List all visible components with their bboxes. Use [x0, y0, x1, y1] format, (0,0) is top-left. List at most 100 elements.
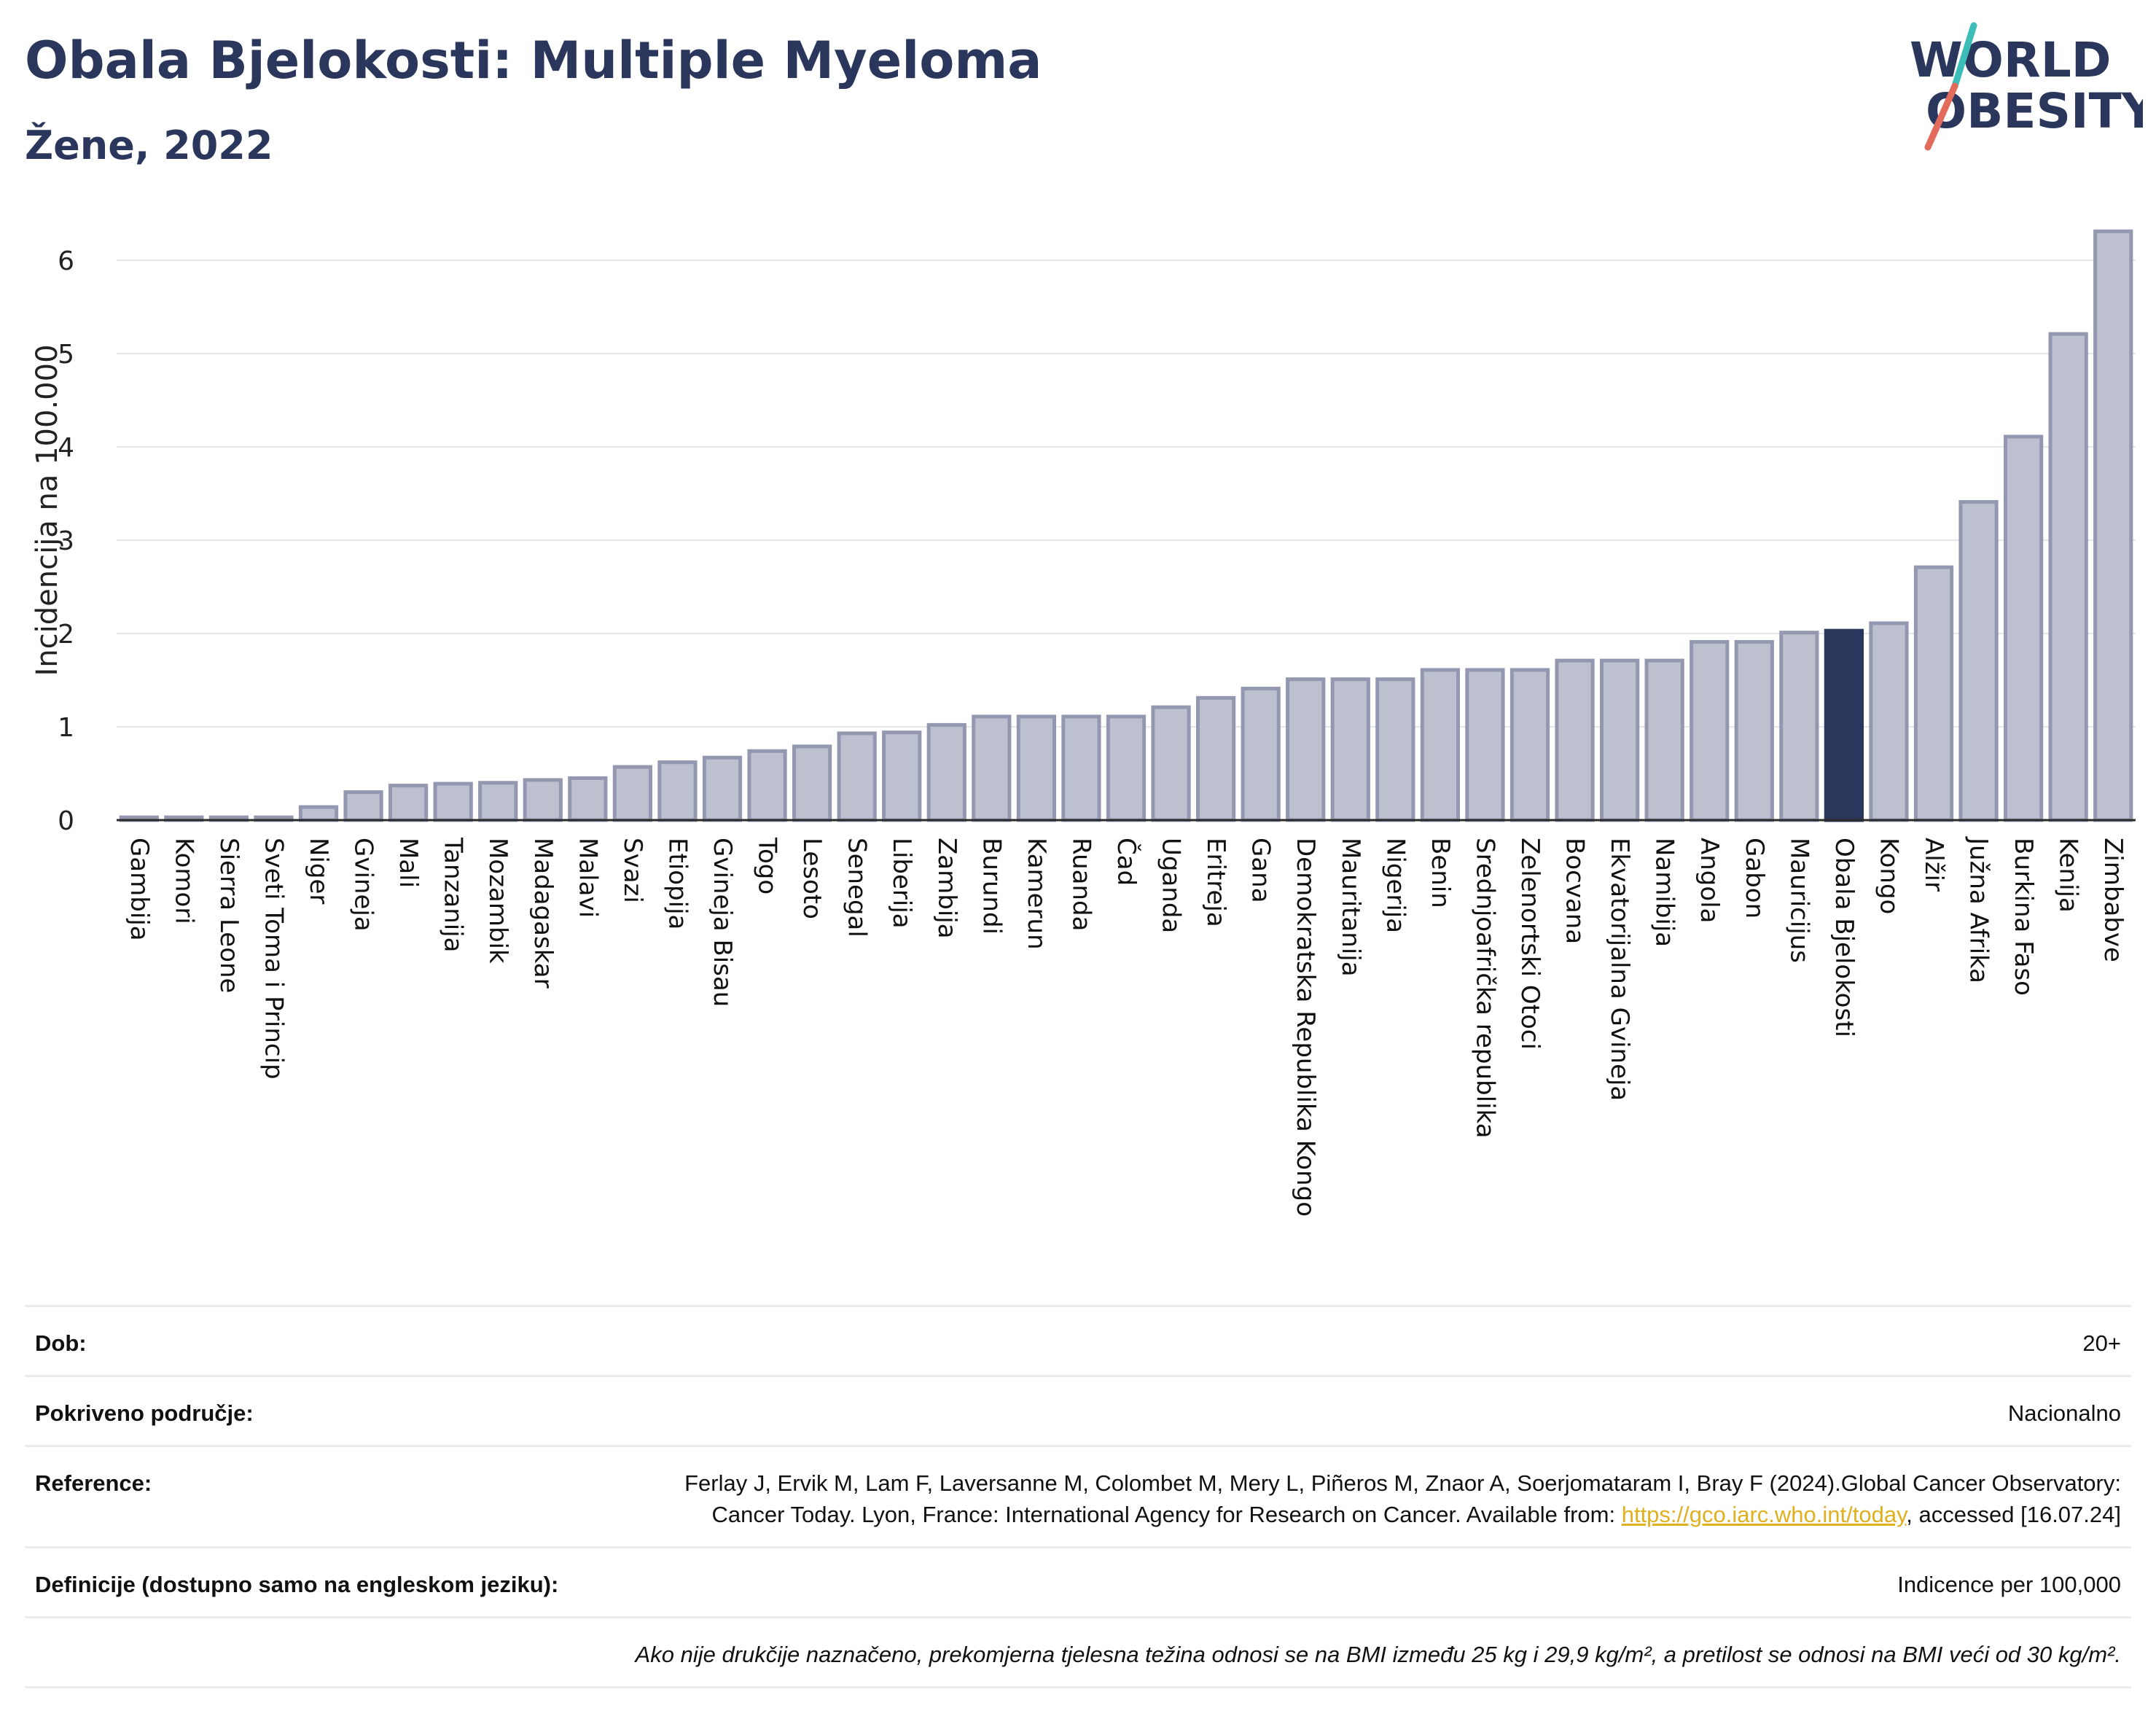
info-row-reference: Reference: Ferlay J, Ervik M, Lam F, Lav…	[25, 1445, 2131, 1546]
info-row-note: Ako nije drukčije naznačeno, prekomjerna…	[25, 1616, 2131, 1688]
age-label: Dob:	[35, 1330, 87, 1356]
info-row-definitions: Definicije (dostupno samo na engleskom j…	[25, 1546, 2131, 1616]
x-tick-label: Svazi	[618, 838, 647, 903]
bar	[612, 765, 653, 822]
y-tick-label: 2	[58, 620, 74, 650]
bar	[478, 781, 518, 822]
definitions-label: Definicije (dostupno samo na engleskom j…	[35, 1572, 559, 1597]
x-tick-label: Eritreja	[1201, 838, 1230, 927]
reference-link[interactable]: https://gco.iarc.who.int/today	[1621, 1502, 1907, 1527]
coverage-label: Pokriveno područje:	[35, 1400, 254, 1426]
x-axis-labels: Gambija Komori Sierra Leone Sveti Toma i Pr…	[125, 836, 2128, 1217]
x-tick-label: Liberija	[887, 838, 916, 929]
bar	[792, 744, 832, 822]
x-tick-label: Lesoto	[797, 838, 827, 919]
y-axis-title: Incidencija na 100.000	[31, 344, 64, 676]
bar	[2003, 434, 2044, 822]
bar	[1690, 640, 1730, 822]
reference-label: Reference:	[35, 1470, 152, 1496]
info-row-age: Dob: 20+	[25, 1305, 2131, 1375]
x-tick-label: Uganda	[1157, 838, 1186, 933]
bar	[1330, 677, 1370, 822]
x-tick-label: Čad	[1112, 838, 1141, 886]
logo-word-obesity: OBESITY	[1926, 83, 2143, 139]
x-tick-label: Južna Afrika	[1964, 836, 1993, 983]
bar	[1599, 658, 1640, 822]
bar	[926, 722, 966, 822]
x-tick-label: Demokratska Republika Kongo	[1291, 838, 1320, 1217]
x-tick-label: Zelenortski Otoci	[1515, 838, 1544, 1050]
bar	[702, 755, 743, 822]
bar	[1286, 677, 1326, 822]
reference-value: Ferlay J, Ervik M, Lam F, Laversanne M, …	[627, 1467, 2121, 1530]
x-tick-label: Benin	[1426, 838, 1455, 908]
x-tick-label: Angola	[1695, 838, 1724, 923]
x-tick-label: Mali	[394, 838, 423, 888]
x-tick-label: Togo	[753, 837, 782, 894]
chart-subtitle: Žene, 2022	[25, 122, 273, 168]
bar	[1241, 687, 1281, 822]
bar	[343, 790, 383, 822]
info-table: Dob: 20+ Pokriveno područje: Nacionalno …	[25, 1305, 2131, 1688]
info-row-coverage: Pokriveno područje: Nacionalno	[25, 1375, 2131, 1445]
bar	[1151, 705, 1191, 822]
bar	[568, 776, 608, 822]
definitions-value: Indicence per 100,000	[1897, 1572, 2121, 1597]
logo-slash-coral	[1924, 82, 1958, 151]
y-tick-label: 1	[58, 713, 74, 743]
bar	[972, 714, 1012, 822]
bar	[1913, 565, 1954, 822]
bar	[747, 749, 787, 822]
y-tick-label: 4	[58, 433, 74, 463]
bar	[1824, 628, 1864, 822]
bar	[882, 730, 922, 822]
x-tick-label: Kenija	[2054, 838, 2083, 913]
bar	[1465, 668, 1505, 822]
x-tick-label: Gabon	[1740, 838, 1769, 919]
x-tick-label: Ekvatorijalna Gvineja	[1605, 838, 1634, 1101]
reference-accessed: , accessed [16.07.24]	[1906, 1502, 2121, 1527]
bar	[1779, 631, 1819, 822]
bar	[837, 731, 877, 822]
bar	[1016, 714, 1057, 822]
world-obesity-logo: WORLD OBESITY	[1910, 22, 2143, 151]
y-tick-label: 5	[58, 340, 74, 370]
x-tick-label: Kamerun	[1022, 838, 1051, 950]
x-tick-label: Malavi	[573, 838, 602, 918]
x-tick-label: Niger	[304, 838, 333, 904]
bar	[2048, 332, 2088, 822]
logo-slash-teal	[1951, 22, 1977, 90]
x-tick-label: Obala Bjelokosti	[1829, 838, 1859, 1037]
x-tick-label: Mauricijus	[1784, 838, 1813, 963]
bar	[1106, 714, 1147, 822]
bar	[1555, 658, 1595, 822]
chart-title: Obala Bjelokosti: Multiple Myeloma	[25, 31, 1042, 90]
coverage-value: Nacionalno	[2007, 1400, 2121, 1426]
bars	[119, 229, 2133, 822]
bar	[657, 760, 698, 822]
bar	[1869, 621, 1909, 822]
bmi-note: Ako nije drukčije naznačeno, prekomjerna…	[635, 1642, 2121, 1667]
x-tick-label: Zimbabve	[2098, 838, 2128, 962]
y-tick-label: 0	[58, 806, 74, 836]
x-tick-label: Ruanda	[1066, 838, 1095, 931]
bar	[1734, 640, 1774, 822]
x-tick-label: Gvineja Bisau	[708, 838, 737, 1007]
x-tick-label: Srednjoafrička republika	[1470, 838, 1499, 1138]
x-tick-label: Sierra Leone	[214, 838, 243, 993]
x-tick-label: Etiopija	[663, 838, 692, 929]
x-tick-label: Gvineja	[349, 838, 378, 932]
x-tick-label: Komori	[169, 838, 198, 924]
x-tick-label: Burkina Faso	[2009, 838, 2038, 996]
x-tick-label: Gana	[1246, 838, 1276, 903]
x-tick-label: Senegal	[843, 838, 872, 937]
bar	[523, 778, 563, 822]
x-tick-label: Bocvana	[1561, 838, 1590, 944]
bar	[1195, 695, 1236, 822]
x-tick-label: Madagaskar	[528, 838, 558, 989]
x-tick-label: Mauritanija	[1336, 838, 1365, 977]
bar	[1420, 668, 1461, 822]
x-tick-label: Nigerija	[1380, 838, 1410, 933]
x-tick-label: Alžir	[1919, 838, 1948, 892]
logo-word-world: WORLD	[1910, 32, 2112, 88]
